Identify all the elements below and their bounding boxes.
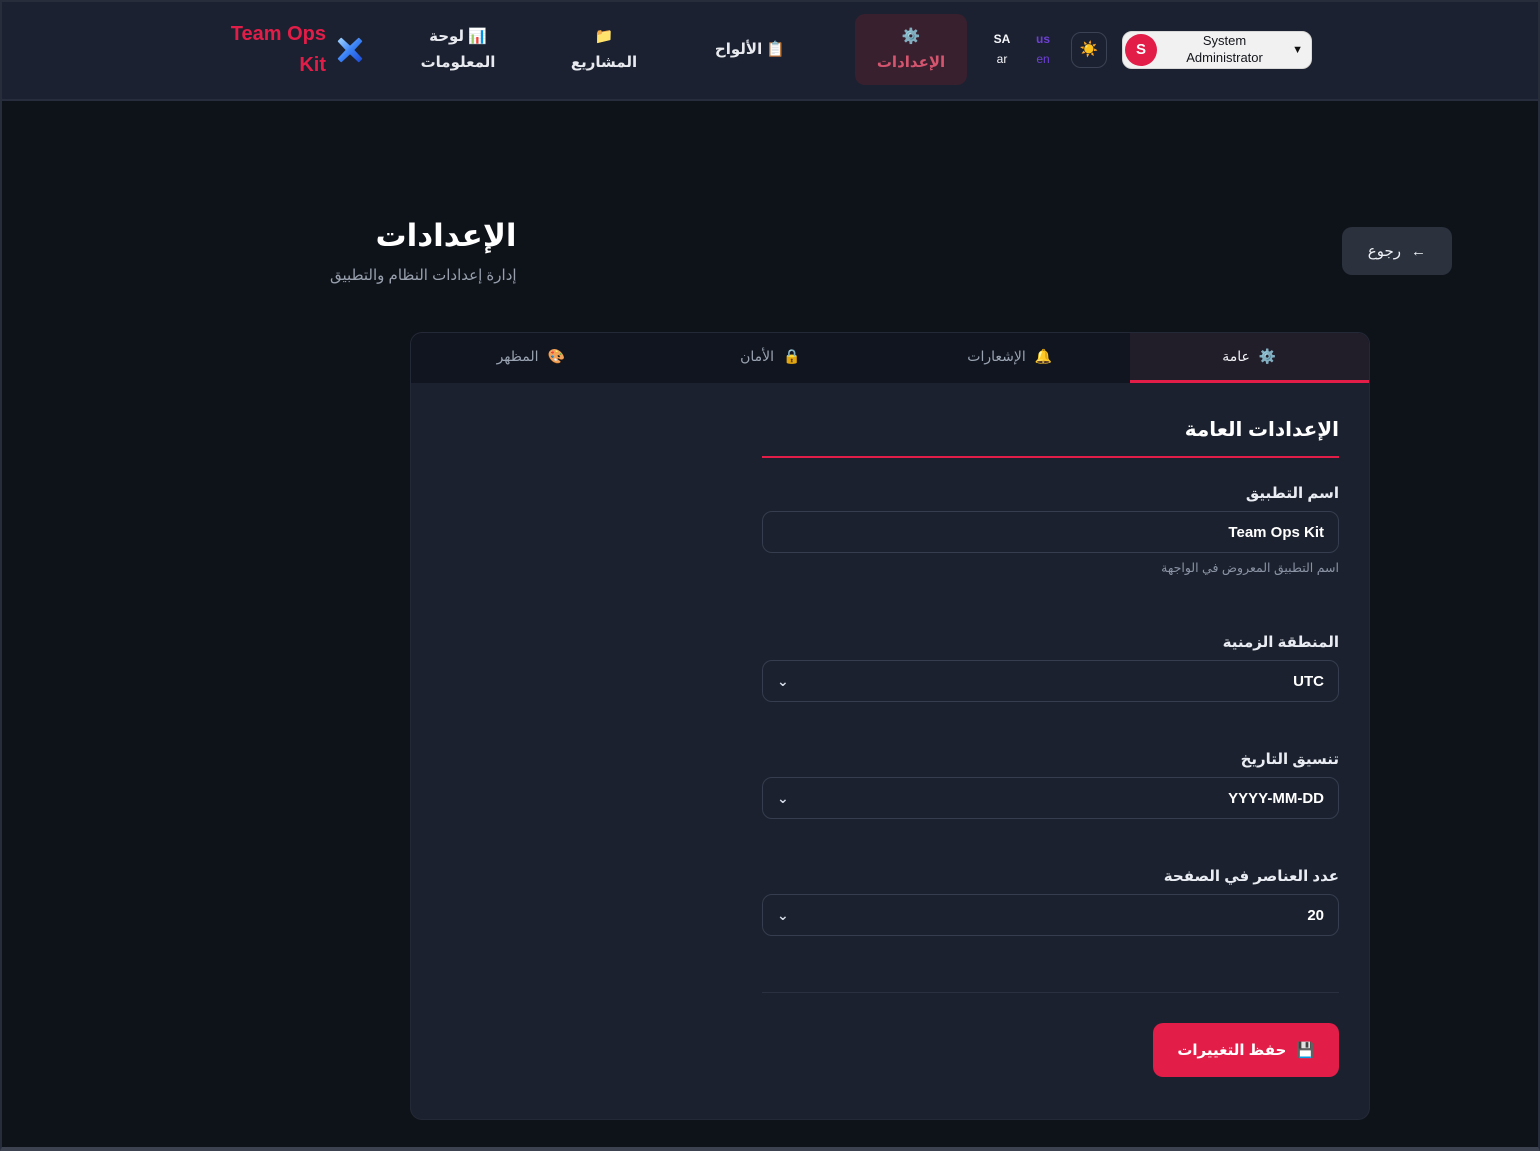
app-name-input[interactable] — [762, 511, 1339, 553]
page-size-group: عدد العناصر في الصفحة 20 ⌄ — [762, 867, 1339, 936]
app-name-group: اسم التطبيق اسم التطبيق المعروض في الواج… — [762, 484, 1339, 575]
saudi-flag-icon: SA — [993, 32, 1011, 47]
nav-item-label: لوحة المعلومات — [420, 28, 496, 71]
folder-icon: 📁 — [594, 28, 614, 45]
gear-icon: ⚙️ — [1258, 348, 1277, 364]
navbar-inner: Team Ops Kit 📊 لوحة المعلومات 📁 — [228, 14, 1312, 85]
tab-label: الأمان — [740, 348, 774, 364]
timezone-group: المنطقة الزمنية UTC ⌄ — [762, 633, 1339, 702]
avatar: S — [1125, 33, 1157, 66]
tab-label: المظهر — [496, 348, 539, 364]
timezone-select[interactable]: UTC ⌄ — [762, 660, 1339, 702]
divider — [762, 992, 1339, 993]
tab-appearance[interactable]: 🎨 المظهر — [411, 333, 651, 383]
app-name-label: اسم التطبيق — [1245, 485, 1339, 502]
timezone-label: المنطقة الزمنية — [1222, 634, 1339, 651]
settings-tabs: ⚙️ عامة 🔔 الإشعارات 🔒 الأمان 🎨 المظهر — [411, 333, 1369, 383]
tab-label: عامة — [1222, 348, 1250, 364]
nav-controls: SA ar us en ☀️ S System Administrator ▼ — [989, 30, 1312, 69]
timezone-value: UTC — [1293, 672, 1324, 690]
tab-security[interactable]: 🔒 الأمان — [651, 333, 891, 383]
date-format-value: YYYY-MM-DD — [1228, 789, 1324, 807]
tab-general[interactable]: ⚙️ عامة — [1129, 333, 1369, 383]
page-subtitle: إدارة إعدادات النظام والتطبيق — [330, 267, 517, 284]
us-flag-icon: us — [1035, 32, 1050, 47]
page-title: الإعدادات — [375, 218, 517, 253]
gear-icon: ⚙️ — [901, 28, 921, 45]
page-size-select[interactable]: 20 ⌄ — [762, 894, 1339, 936]
date-format-select[interactable]: YYYY-MM-DD ⌄ — [762, 777, 1339, 819]
nav-item-settings[interactable]: ⚙️ الإعدادات — [855, 14, 967, 85]
app-name-help: اسم التطبيق المعروض في الواجهة — [1161, 561, 1339, 575]
tab-notifications[interactable]: 🔔 الإشعارات — [890, 333, 1130, 383]
nav-item-projects[interactable]: 📁 المشاريع — [563, 24, 645, 75]
clipboard-icon: 📋 — [766, 40, 786, 58]
chevron-down-icon: ⌄ — [777, 673, 789, 689]
profile-dropdown[interactable]: S System Administrator ▼ — [1122, 30, 1312, 69]
sun-icon: ☀️ — [1079, 41, 1099, 58]
language-english-button[interactable]: us en — [1030, 30, 1056, 68]
page-size-value: 20 — [1307, 906, 1324, 924]
settings-card: ⚙️ عامة 🔔 الإشعارات 🔒 الأمان 🎨 المظهر ال… — [410, 332, 1370, 1120]
save-button-label: حفظ التغييرات — [1177, 1042, 1287, 1059]
tab-label: الإشعارات — [967, 348, 1026, 364]
save-changes-button[interactable]: 💾 حفظ التغييرات — [1153, 1023, 1339, 1077]
language-arabic-button[interactable]: SA ar — [989, 30, 1015, 68]
dashboard-chart-icon: 📊 — [468, 28, 487, 45]
lock-icon: 🔒 — [783, 348, 801, 364]
title-block: الإعدادات إدارة إعدادات النظام والتطبيق — [330, 218, 517, 284]
nav-menu: 📊 لوحة المعلومات 📁 المشاريع 📋 الألواح ⚙️… — [417, 14, 967, 85]
nav-item-dashboard[interactable]: 📊 لوحة المعلومات — [417, 24, 499, 75]
settings-form: الإعدادات العامة اسم التطبيق اسم التطبيق… — [762, 417, 1339, 1077]
page-size-label: عدد العناصر في الصفحة — [1163, 868, 1339, 885]
nav-item-label: الإعدادات — [876, 53, 946, 71]
brand-name: Team Ops Kit — [230, 22, 326, 76]
date-format-label: تنسيق التاريخ — [1240, 751, 1339, 768]
x-logo-icon — [337, 37, 363, 62]
back-button-label: رجوع — [1367, 243, 1401, 260]
back-button[interactable]: ← رجوع — [1341, 227, 1452, 275]
nav-item-label: الألواح — [714, 40, 763, 58]
section-heading: الإعدادات العامة — [762, 417, 1339, 458]
bell-icon: 🔔 — [1034, 348, 1053, 364]
nav-item-boards[interactable]: 📋 الألواح — [709, 37, 791, 63]
lang-code: en — [1036, 51, 1050, 66]
theme-toggle-button[interactable]: ☀️ — [1071, 31, 1107, 68]
page-header: الإعدادات إدارة إعدادات النظام والتطبيق … — [330, 218, 1452, 284]
nav-item-label: المشاريع — [570, 53, 638, 71]
general-settings-panel: الإعدادات العامة اسم التطبيق اسم التطبيق… — [411, 383, 1369, 1119]
lang-code: ar — [996, 51, 1008, 66]
chevron-down-icon: ▼ — [1292, 43, 1303, 56]
date-format-group: تنسيق التاريخ YYYY-MM-DD ⌄ — [762, 750, 1339, 819]
profile-name: System Administrator — [1186, 33, 1263, 65]
left-arrow-icon: ← — [1411, 242, 1426, 260]
top-navbar: Team Ops Kit 📊 لوحة المعلومات 📁 — [0, 0, 1540, 101]
chevron-down-icon: ⌄ — [777, 790, 789, 806]
palette-icon: 🎨 — [547, 348, 565, 364]
floppy-disk-icon: 💾 — [1296, 1042, 1315, 1059]
chevron-down-icon: ⌄ — [777, 907, 789, 923]
brand-logo[interactable]: Team Ops Kit — [228, 19, 365, 81]
